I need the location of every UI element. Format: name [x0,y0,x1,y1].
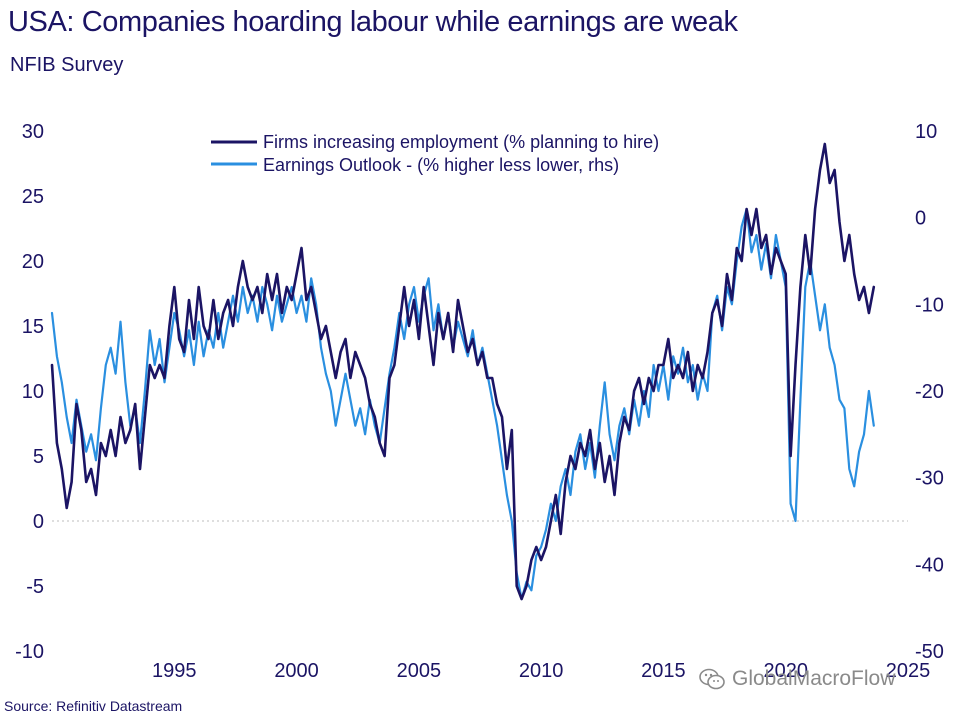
series-line-hiring [50,142,876,601]
y-left-tick-label: 30 [22,121,44,143]
x-tick-label: 2010 [519,660,564,682]
chart-title: USA: Companies hoarding labour while ear… [8,6,738,38]
y-left-tick-label: -5 [26,576,44,598]
y-left-tick-label: 20 [22,251,44,273]
legend: Firms increasing employment (% planning … [211,132,659,175]
wechat-icon [699,668,725,690]
watermark: GlobalMacroFlow [698,667,895,691]
y-right-tick-label: -30 [915,468,944,490]
series-line-earnings [50,207,875,601]
x-tick-label: 2025 [886,660,931,682]
y-left-tick-label: -10 [15,641,44,663]
y-left-tick-label: 0 [33,511,44,533]
x-tick-label: 2015 [641,660,686,682]
x-tick-label: 2020 [763,660,808,682]
watermark-text: GlobalMacroFlow [732,667,896,690]
legend-label-earnings: Earnings Outlook - (% higher less lower,… [263,155,619,175]
y-left-tick-label: 5 [33,446,44,468]
y-right-tick-label: -40 [915,554,944,576]
y-left-tick-label: 10 [22,381,44,403]
y-left-tick-label: 25 [22,186,44,208]
series-layer [50,142,876,601]
x-tick-label: 2005 [397,660,442,682]
y-right-tick-label: -50 [915,641,944,663]
y-right-tick-label: 0 [915,208,926,230]
y-right-tick-label: -20 [915,381,944,403]
y-right-tick-label: -10 [915,294,944,316]
legend-label-hiring: Firms increasing employment (% planning … [263,132,659,152]
x-tick-label: 1995 [152,660,197,682]
chart-subtitle: NFIB Survey [10,54,124,76]
y-left-tick-label: 15 [22,316,44,338]
y-right-tick-label: 10 [915,121,937,143]
source-note: Source: Refinitiv Datastream [4,698,183,714]
x-tick-label: 2000 [274,660,319,682]
